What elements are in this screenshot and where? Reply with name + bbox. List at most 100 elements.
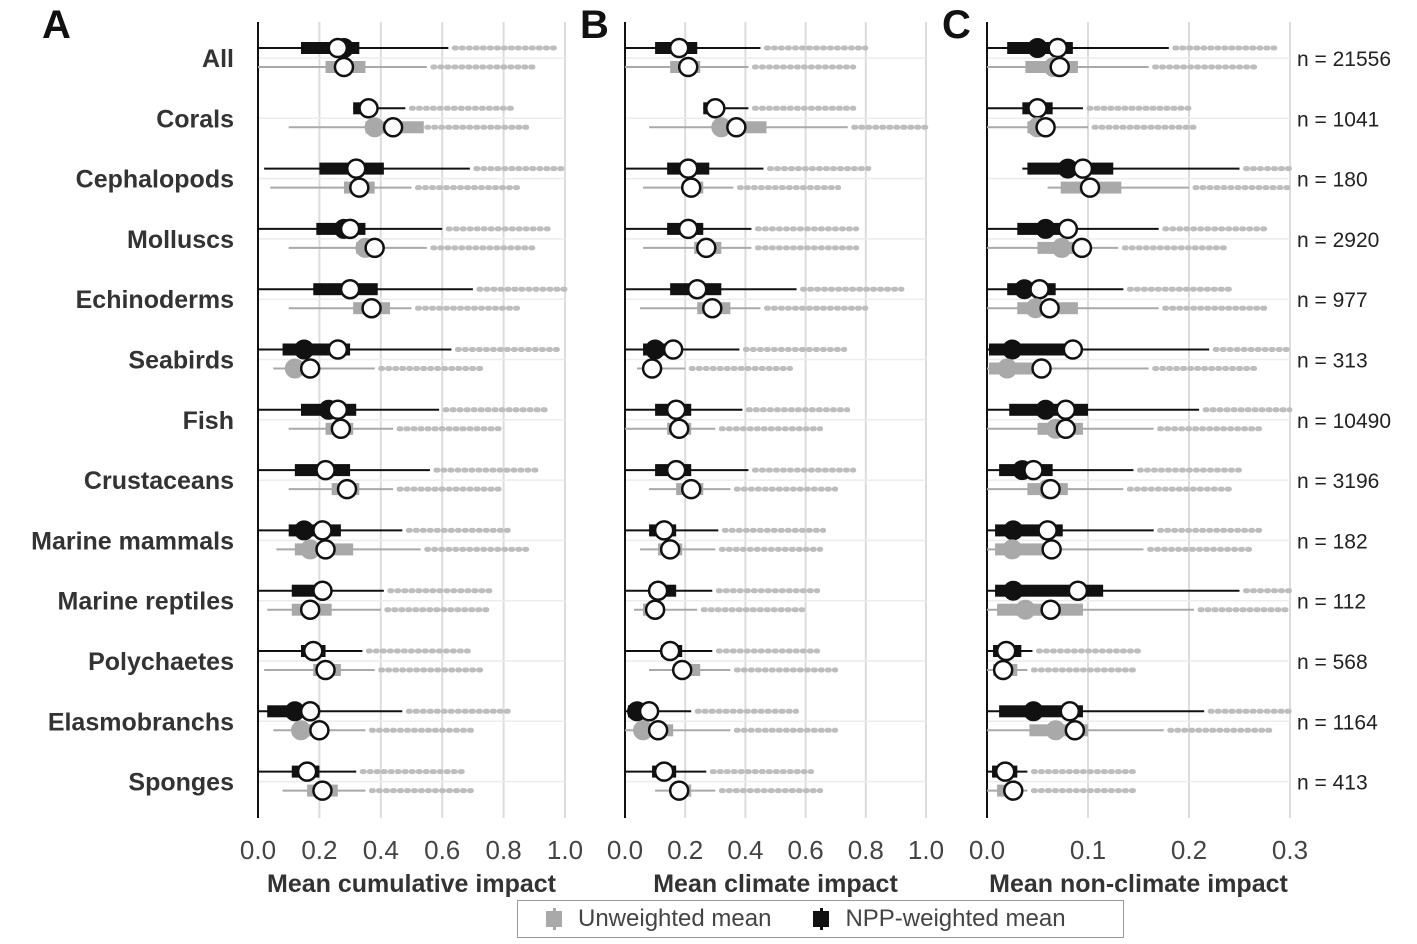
mean-point	[339, 278, 361, 300]
mean-point	[992, 659, 1014, 681]
mean-point	[312, 580, 333, 601]
mean-point	[653, 761, 675, 782]
mean-point	[303, 640, 324, 662]
mean-point	[1064, 720, 1086, 741]
x-tick-label: 0.8	[486, 835, 522, 865]
mean-point	[1055, 399, 1077, 421]
mean-point	[671, 659, 693, 681]
mean-point	[677, 158, 699, 179]
sample-size-label: n = 568	[1297, 651, 1368, 674]
x-tick-label: 0.2	[667, 835, 703, 865]
legend-swatch-weighted	[811, 908, 831, 930]
iqr-box	[989, 343, 1073, 356]
x-tick-label: 0.2	[301, 835, 337, 865]
sample-size-label: n = 10490	[1297, 410, 1391, 433]
sample-size-label: n = 1164	[1297, 711, 1378, 734]
mean-point	[668, 37, 690, 59]
x-tick-label: 1.0	[908, 835, 944, 865]
mean-point	[668, 418, 690, 440]
legend-label-unweighted: Unweighted mean	[578, 905, 772, 932]
mean-point	[1062, 339, 1084, 360]
mean-point	[1049, 56, 1070, 78]
sample-size-label: n = 112	[1297, 591, 1366, 614]
mean-point	[349, 177, 370, 198]
x-tick-label: 0.8	[848, 835, 884, 865]
mean-point	[680, 177, 702, 198]
mean-point	[677, 218, 699, 240]
category-label: Echinoderms	[76, 286, 234, 314]
panel-letter: A	[42, 3, 71, 47]
x-axis-title: Mean non-climate impact	[989, 870, 1288, 898]
mean-point	[644, 599, 666, 620]
panel-letter: C	[942, 3, 971, 47]
category-label: Fish	[183, 407, 234, 435]
mean-point	[315, 539, 336, 560]
category-label: Cephalopods	[76, 166, 234, 194]
mean-point	[1067, 580, 1089, 601]
mean-point	[1071, 237, 1093, 259]
median-point	[294, 339, 315, 360]
mean-point	[312, 520, 333, 541]
category-label: Elasmobranchs	[48, 708, 234, 736]
mean-point	[1023, 459, 1044, 481]
mean-point	[327, 339, 349, 360]
mean-point	[1031, 358, 1052, 379]
mean-point	[726, 117, 747, 138]
x-tick-label: 0.6	[788, 835, 824, 865]
x-tick-label: 0.4	[363, 835, 399, 865]
legend-item-unweighted: Unweighted mean	[544, 905, 771, 933]
category-label: Corals	[156, 105, 234, 133]
mean-point	[312, 780, 333, 801]
legend-label-weighted: NPP-weighted mean	[845, 905, 1066, 932]
x-tick-label: 0.0	[607, 835, 643, 865]
sample-size-label: n = 2920	[1297, 229, 1379, 252]
mean-point	[1029, 278, 1050, 300]
legend: Unweighted mean NPP-weighted mean	[517, 900, 1124, 938]
median-point	[1002, 339, 1023, 360]
median-point	[1051, 237, 1072, 258]
mean-point	[677, 56, 699, 78]
mean-point	[680, 478, 702, 500]
sample-size-label: n = 21556	[1297, 48, 1391, 71]
mean-point	[668, 780, 690, 801]
category-label: Crustaceans	[84, 467, 234, 495]
sample-size-label: n = 977	[1297, 289, 1368, 312]
mean-point	[1003, 780, 1024, 801]
mean-point	[1039, 297, 1060, 319]
mean-point	[647, 580, 669, 601]
category-label: Polychaetes	[88, 648, 234, 676]
mean-point	[358, 98, 379, 119]
mean-point	[299, 599, 321, 620]
x-tick-label: 0.0	[969, 835, 1005, 865]
mean-point	[299, 358, 321, 379]
mean-point	[1055, 418, 1077, 440]
sample-size-label: n = 182	[1297, 530, 1368, 553]
mean-point	[345, 158, 367, 179]
x-axis-title: Mean cumulative impact	[267, 870, 557, 898]
mean-point	[1041, 539, 1062, 560]
mean-point	[659, 539, 681, 560]
sample-size-label: n = 413	[1297, 772, 1368, 795]
median-point	[1002, 539, 1023, 560]
x-tick-label: 0.0	[240, 835, 276, 865]
mean-point	[665, 399, 687, 421]
median-point	[1035, 218, 1056, 239]
sample-size-label: n = 313	[1297, 350, 1368, 373]
median-point	[997, 358, 1018, 379]
mean-point	[327, 399, 349, 421]
legend-item-weighted: NPP-weighted mean	[811, 905, 1066, 933]
median-point	[294, 520, 315, 541]
x-axis-title: Mean climate impact	[653, 870, 898, 898]
mean-point	[299, 701, 321, 722]
mean-point	[647, 720, 669, 741]
mean-point	[336, 478, 358, 500]
category-label: All	[202, 45, 234, 73]
iqr-box	[997, 603, 1083, 616]
mean-point	[662, 339, 684, 360]
x-tick-label: 0.1	[1070, 835, 1106, 865]
mean-point	[638, 701, 660, 722]
median-point	[1003, 580, 1024, 601]
legend-swatch-unweighted	[544, 908, 564, 930]
mean-point	[1027, 98, 1048, 119]
